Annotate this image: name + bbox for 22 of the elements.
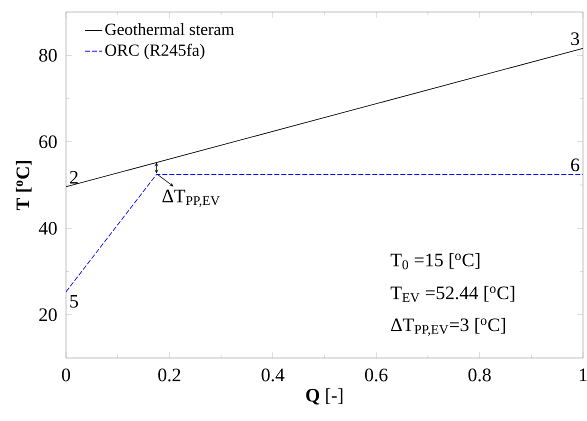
x-tick-label: 0.4 bbox=[262, 368, 284, 382]
x-tick-label: 0.6 bbox=[365, 368, 388, 382]
legend-label: Geothermal steram bbox=[105, 23, 234, 36]
annotation: T$_{EV}$ =52.44 [$^{o}$C] bbox=[390, 286, 514, 302]
annotation: ΔT$_{PP,EV}$ bbox=[162, 190, 220, 207]
y-tick-label: 60 bbox=[39, 135, 57, 148]
annotation: 5 bbox=[70, 295, 78, 308]
y-tick-label: 40 bbox=[38, 222, 57, 235]
y-tick-label: 80 bbox=[39, 48, 57, 62]
x-tick-label: 0 bbox=[62, 368, 70, 382]
x-tick-label: 0.2 bbox=[158, 368, 180, 382]
x-tick-label: 0.8 bbox=[468, 368, 491, 382]
x-tick-label: 1 bbox=[580, 368, 587, 382]
text: T [$^{o}$C] bbox=[16, 160, 32, 210]
y-tick-label: 20 bbox=[39, 308, 57, 322]
annotation: T$_{0}$ =15 [$^{o}$C] bbox=[390, 253, 480, 270]
legend-label: ORC (R245fa) bbox=[105, 44, 204, 60]
annotation: ΔT$_{PP,EV}$=3 [$^{o}$C] bbox=[391, 318, 506, 336]
x-axis-title: Q [-] bbox=[306, 388, 342, 405]
annotation: 2 bbox=[70, 170, 78, 184]
annotation: 6 bbox=[571, 158, 580, 172]
annotation: 3 bbox=[571, 32, 580, 46]
